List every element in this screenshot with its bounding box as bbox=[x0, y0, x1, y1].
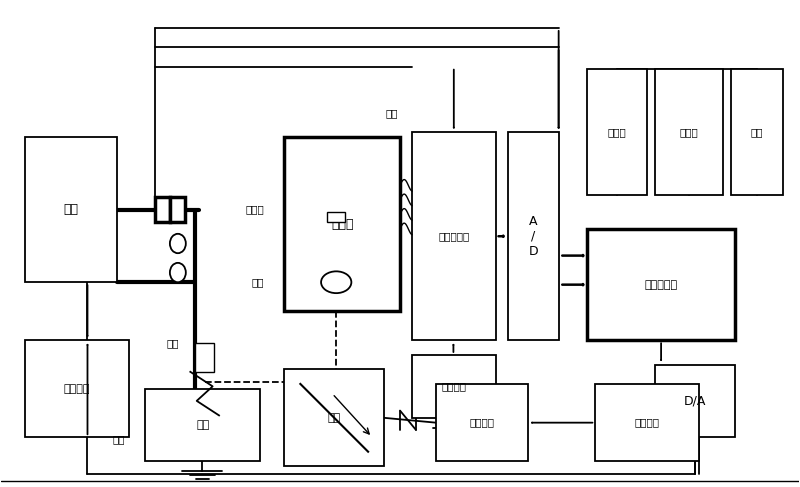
FancyBboxPatch shape bbox=[26, 340, 129, 437]
Text: 步进电机: 步进电机 bbox=[470, 418, 494, 428]
Text: 控制电路: 控制电路 bbox=[64, 384, 90, 394]
FancyBboxPatch shape bbox=[436, 384, 527, 461]
Text: 电弧: 电弧 bbox=[166, 338, 179, 348]
Text: 高压电源: 高压电源 bbox=[442, 381, 466, 392]
Text: 键盘: 键盘 bbox=[750, 127, 763, 137]
Text: 光纤: 光纤 bbox=[386, 108, 398, 118]
FancyBboxPatch shape bbox=[731, 69, 782, 195]
Text: 微型计算机: 微型计算机 bbox=[645, 280, 678, 290]
FancyBboxPatch shape bbox=[587, 69, 647, 195]
Text: 工件: 工件 bbox=[113, 434, 125, 445]
Ellipse shape bbox=[170, 263, 186, 282]
Text: 光电倍增管: 光电倍增管 bbox=[438, 231, 470, 241]
FancyBboxPatch shape bbox=[155, 198, 170, 222]
Text: 光谱仪: 光谱仪 bbox=[331, 218, 354, 231]
FancyBboxPatch shape bbox=[412, 355, 496, 418]
FancyBboxPatch shape bbox=[655, 365, 735, 437]
FancyBboxPatch shape bbox=[587, 229, 735, 340]
Text: D/A: D/A bbox=[684, 394, 706, 407]
Text: 转镜: 转镜 bbox=[328, 413, 341, 423]
Text: 滤光片: 滤光片 bbox=[246, 205, 265, 215]
Ellipse shape bbox=[321, 271, 351, 293]
Ellipse shape bbox=[170, 234, 186, 253]
Text: 工件: 工件 bbox=[196, 420, 210, 430]
Text: A
/
D: A / D bbox=[529, 215, 538, 258]
FancyBboxPatch shape bbox=[655, 69, 723, 195]
Text: 打印机: 打印机 bbox=[608, 127, 626, 137]
FancyBboxPatch shape bbox=[195, 343, 214, 372]
FancyBboxPatch shape bbox=[595, 384, 699, 461]
Text: 驱动电源: 驱动电源 bbox=[634, 418, 660, 428]
FancyBboxPatch shape bbox=[327, 211, 345, 222]
FancyBboxPatch shape bbox=[170, 198, 186, 222]
FancyBboxPatch shape bbox=[26, 137, 117, 282]
Text: 显示器: 显示器 bbox=[680, 127, 698, 137]
FancyBboxPatch shape bbox=[508, 132, 559, 340]
FancyBboxPatch shape bbox=[412, 132, 496, 340]
FancyBboxPatch shape bbox=[285, 137, 400, 311]
FancyBboxPatch shape bbox=[145, 389, 261, 461]
Text: 电源: 电源 bbox=[64, 203, 78, 216]
Text: 透镜: 透镜 bbox=[252, 277, 265, 287]
FancyBboxPatch shape bbox=[285, 370, 384, 466]
